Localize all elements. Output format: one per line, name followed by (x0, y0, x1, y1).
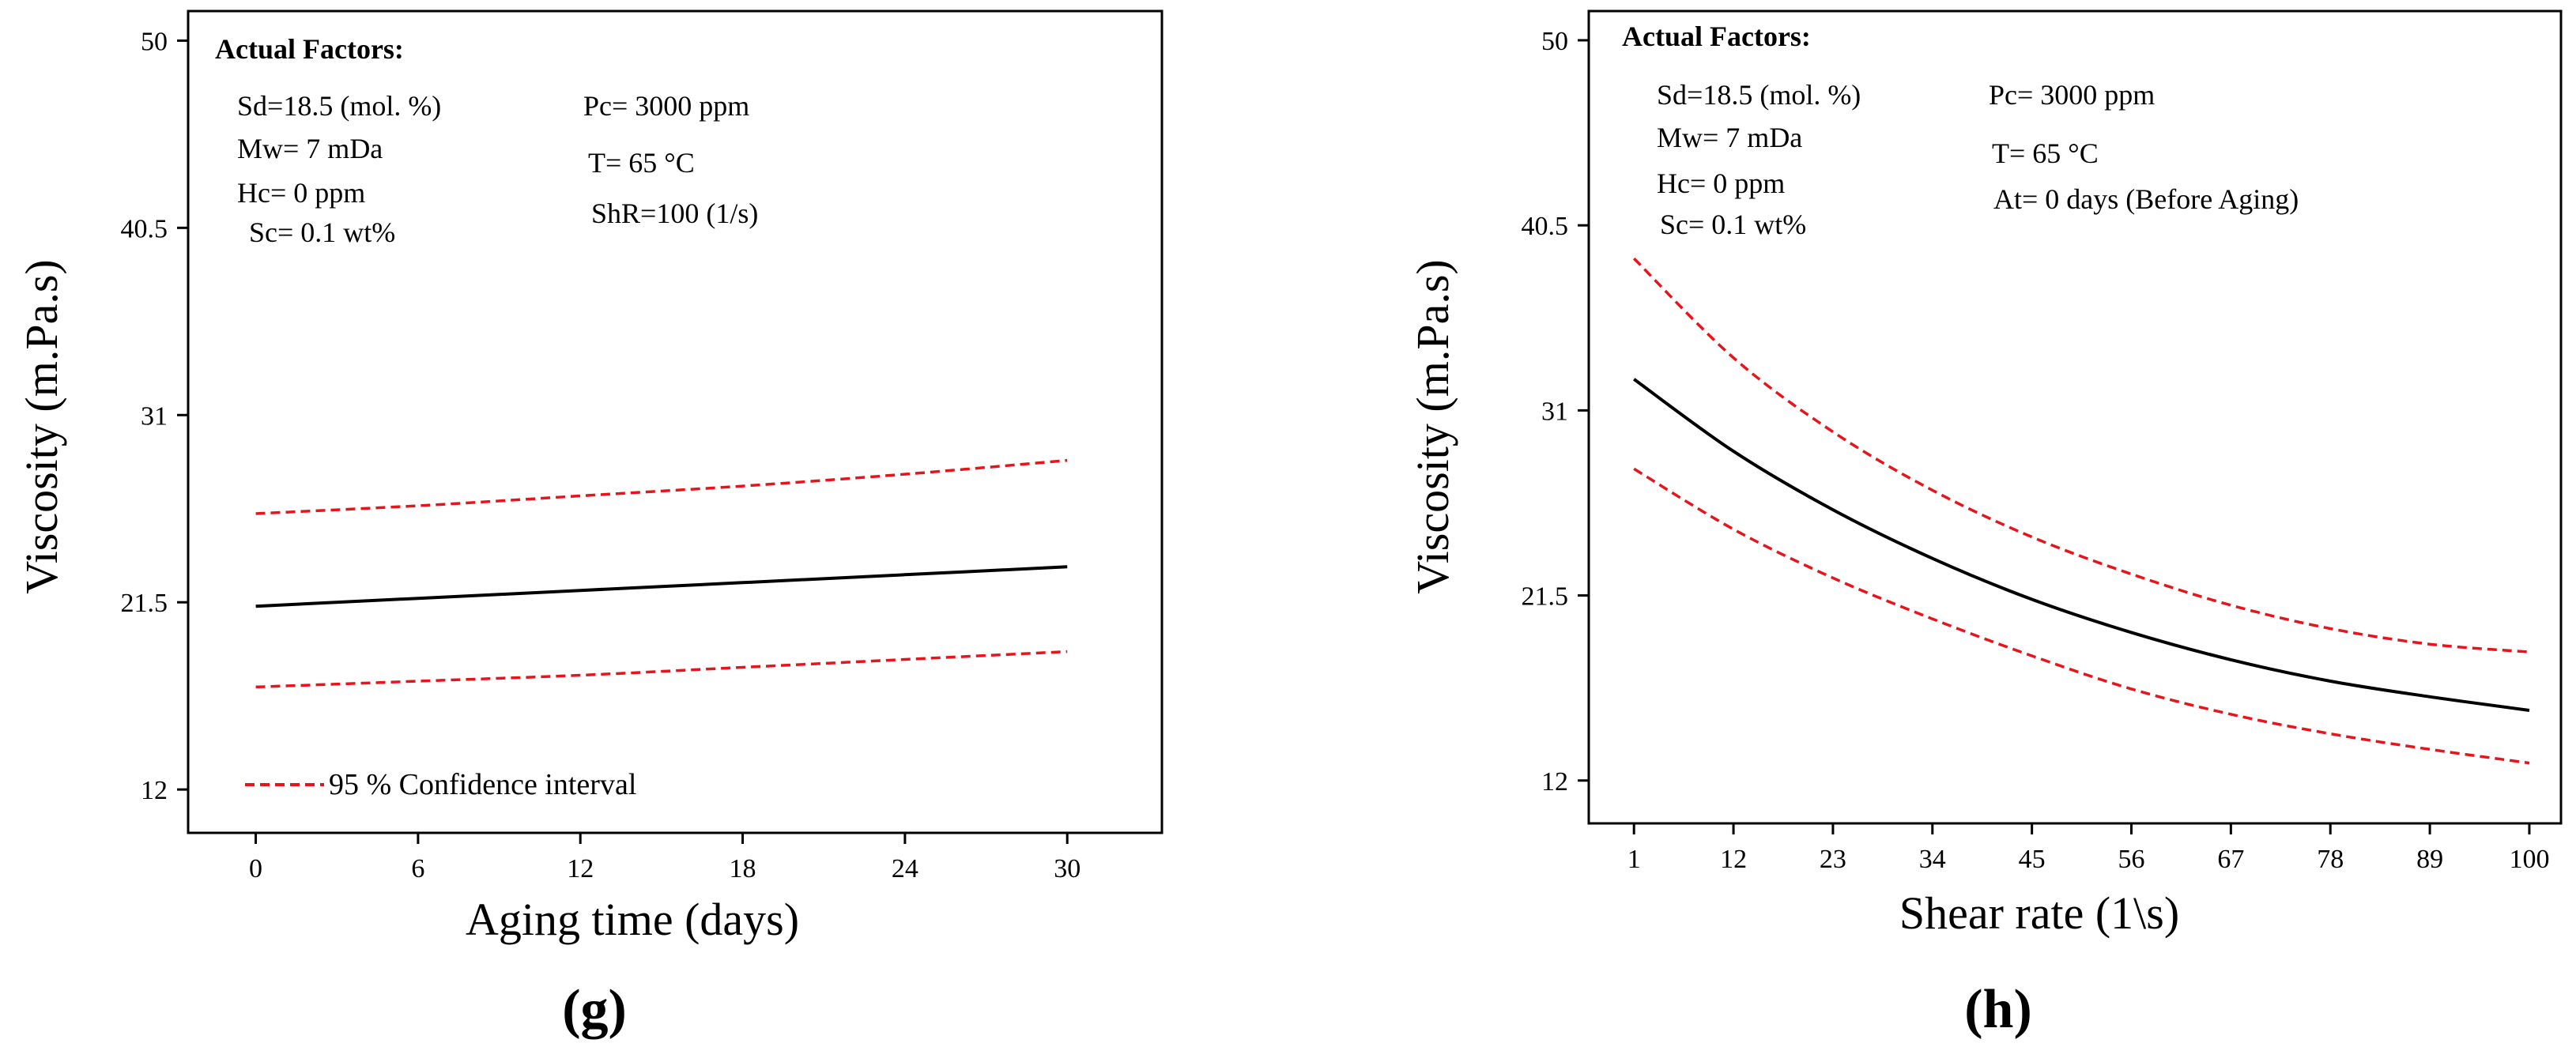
y-tick-label: 21.5 (1522, 582, 1569, 612)
x-tick-label: 6 (411, 854, 424, 883)
x-tick-label: 18 (730, 854, 756, 883)
chart-marks: 12 21.5 31 40.5 50 1 12 23 34 45 56 67 78 89 100 (1522, 27, 2550, 874)
x-tick-label: 0 (249, 854, 262, 883)
factor-sd: Sd=18.5 (mol. %) (237, 90, 441, 122)
x-tick-label: 100 (2509, 845, 2549, 874)
series-line-upper-ci (1632, 257, 2530, 653)
factor-sc: Sc= 0.1 wt% (1660, 209, 1806, 240)
x-tick-label: 56 (2118, 845, 2145, 874)
factors-title: Actual Factors: (1622, 21, 1811, 52)
factor-shr: ShR=100 (1/s) (591, 198, 758, 229)
x-tick-label: 12 (567, 854, 594, 883)
factor-t: T= 65 °C (588, 147, 695, 179)
series-line-predicted (255, 565, 1068, 608)
panel-label: (h) (1964, 979, 2032, 1040)
plot-frame (187, 9, 1164, 834)
chart-marks: 12 21.5 31 40.5 50 0 6 12 18 24 30 (121, 27, 1081, 883)
factor-mw: Mw= 7 mDa (237, 133, 383, 164)
x-tick-label: 89 (2416, 845, 2443, 874)
y-tick-label: 12 (141, 776, 168, 805)
y-tick-label: 31 (141, 401, 168, 431)
x-tick-label: 30 (1054, 854, 1081, 883)
panel-label: (g) (562, 979, 627, 1040)
plot-frame (1587, 9, 2563, 825)
y-tick-label: 12 (1541, 767, 1568, 797)
series-line-lower-ci (255, 650, 1068, 689)
y-tick-label: 50 (1541, 27, 1568, 56)
series-line-upper-ci (255, 458, 1068, 515)
factor-at: At= 0 days (Before Aging) (1993, 183, 2299, 215)
x-tick-label: 1 (1627, 845, 1641, 874)
series-line-lower-ci (1633, 467, 2530, 765)
y-axis-label: Viscosity (m.Pa.s) (1407, 259, 1458, 593)
x-tick-label: 34 (1919, 845, 1946, 874)
factor-hc: Hc= 0 ppm (1657, 168, 1785, 199)
y-tick-label: 21.5 (121, 589, 168, 618)
x-tick-label: 23 (1820, 845, 1846, 874)
factors-title: Actual Factors: (215, 33, 404, 65)
y-tick-label: 31 (1541, 397, 1568, 426)
factor-pc: Pc= 3000 ppm (1989, 79, 2155, 111)
factor-t: T= 65 °C (1992, 137, 2099, 169)
panel-g: 12 21.5 31 40.5 50 0 6 12 18 24 30 Actual Factors:… (16, 9, 1164, 1040)
series-line-predicted (1633, 378, 2530, 712)
factor-hc: Hc= 0 ppm (237, 177, 365, 209)
x-tick-label: 24 (892, 854, 918, 883)
x-tick-label: 12 (1720, 845, 1747, 874)
factor-mw: Mw= 7 mDa (1657, 122, 1802, 153)
x-axis-label: Shear rate (1\s) (1899, 887, 2179, 939)
factor-sc: Sc= 0.1 wt% (249, 217, 395, 248)
x-tick-label: 78 (2317, 845, 2344, 874)
y-tick-label: 40.5 (121, 214, 168, 243)
panel-h: 12 21.5 31 40.5 50 1 12 23 34 45 56 67 78 89 100 Actua… (1407, 9, 2563, 1040)
factor-pc: Pc= 3000 ppm (583, 90, 749, 122)
y-tick-label: 50 (141, 27, 168, 56)
x-tick-label: 67 (2217, 845, 2244, 874)
y-axis-label: Viscosity (m.Pa.s) (16, 259, 67, 593)
factor-sd: Sd=18.5 (mol. %) (1657, 79, 1861, 111)
x-tick-label: 45 (2019, 845, 2046, 874)
legend-label: 95 % Confidence interval (329, 768, 636, 801)
y-tick-label: 40.5 (1522, 212, 1569, 241)
x-axis-label: Aging time (days) (466, 894, 799, 945)
